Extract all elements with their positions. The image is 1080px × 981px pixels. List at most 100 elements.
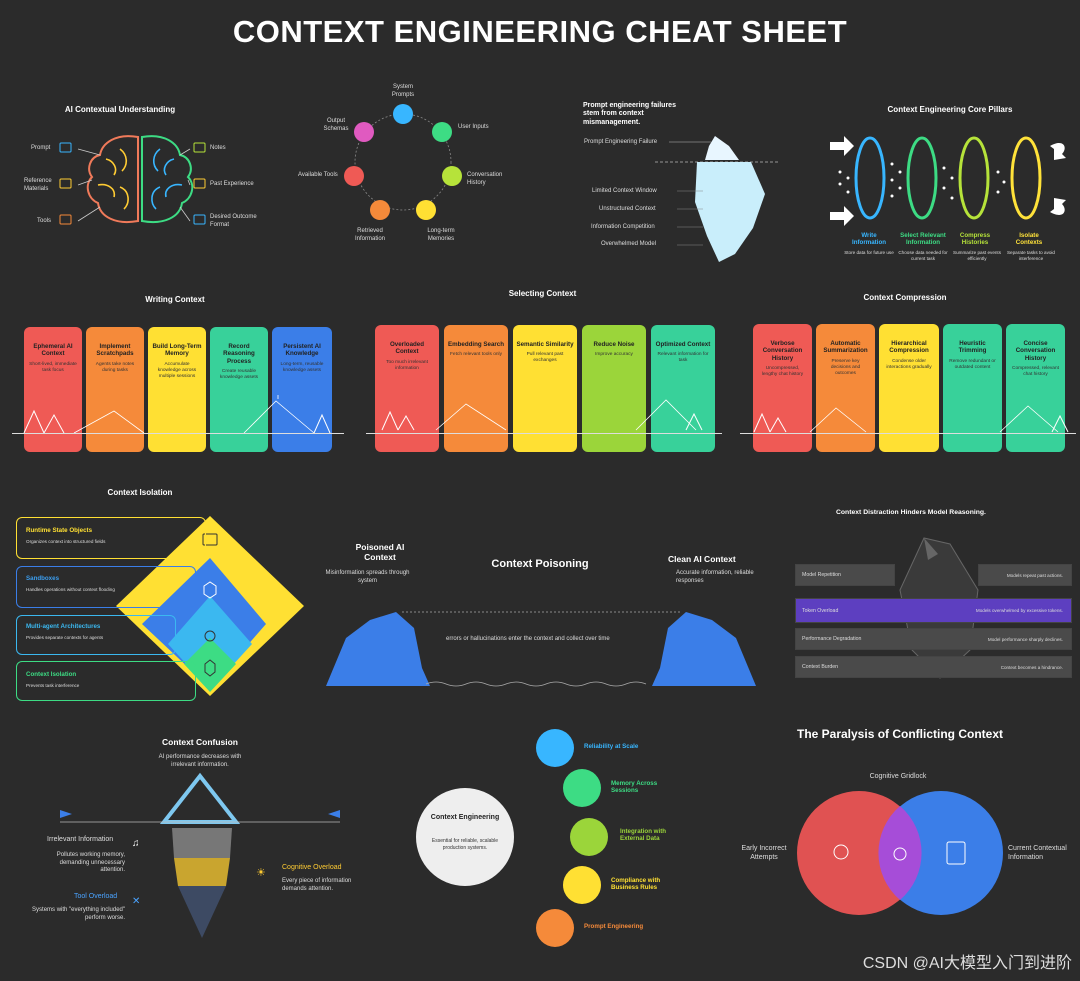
card-title: Embedding Search xyxy=(447,341,505,348)
isolation-item-3-desc: Provides separate contexts for agents xyxy=(26,635,104,640)
label-reference: Reference Materials xyxy=(24,178,52,192)
pillar-select-label: Select Relevant Information xyxy=(900,232,946,247)
label-user-inputs: User Inputs xyxy=(458,124,489,130)
compliance-icon xyxy=(563,866,601,904)
label-tools: Tools xyxy=(37,218,52,224)
selecting-landscape xyxy=(381,399,703,431)
watermark: CSDN @AI大模型入门到进阶 xyxy=(862,955,1072,972)
pillar-write-label: Write Information xyxy=(851,232,887,247)
card-desc: Uncompressed, lengthy chat history xyxy=(761,366,804,378)
cognitive-title: Cognitive Overload xyxy=(282,864,342,871)
isolation-item-2-desc: Handles operations without context flood… xyxy=(26,587,115,592)
production-item-2: Memory Across Sessions xyxy=(611,780,658,795)
notes-icon xyxy=(193,142,206,153)
card-title: Reduce Noise xyxy=(593,341,635,348)
card-desc: Fetch relevant tools only xyxy=(450,352,502,358)
card-desc: Accumulate knowledge across multiple ses… xyxy=(157,361,197,379)
user-inputs-icon xyxy=(432,122,452,142)
distraction-row-1-right: Models repeat past actions. xyxy=(978,564,1072,586)
isolation-item-4-name: Context Isolation xyxy=(26,671,77,678)
production-item-5: Prompt Engineering xyxy=(584,923,644,930)
production-item-4: Compliance with Business Rules xyxy=(611,877,661,892)
pillars-graphic xyxy=(830,136,1066,226)
paralysis-left: Early Incorrect Attempts xyxy=(741,845,787,861)
cognitive-desc: Every piece of information demands atten… xyxy=(282,878,352,892)
mountain-icon xyxy=(159,772,241,824)
label-conversation-history: Conversation History xyxy=(467,172,503,186)
cycle-diagram xyxy=(344,104,462,220)
isolation-box-3 xyxy=(16,615,176,655)
prompt-engineering-icon xyxy=(536,909,574,947)
card-desc: Create reusable knowledge assets xyxy=(219,369,259,381)
writing-title: Writing Context xyxy=(145,295,205,304)
brain-left-icon xyxy=(86,135,139,223)
card-title: Hierarchical Compression xyxy=(889,340,929,355)
distraction-row-3: Performance Degradation Model performanc… xyxy=(795,628,1072,650)
writing-ground-line xyxy=(12,433,344,434)
available-tools-icon xyxy=(344,166,364,186)
isolation-item-3-name: Multi-agent Architectures xyxy=(26,623,101,630)
isolation-item-1-name: Runtime State Objects xyxy=(26,527,93,534)
iceberg-item-4: Overwhelmed Model xyxy=(601,241,657,247)
distraction-row-2: Token Overload Models overwhelmed by exc… xyxy=(795,598,1072,623)
distraction-row-4: Context Burden Context becomes a hindran… xyxy=(795,656,1072,678)
production-center-circle xyxy=(416,788,514,886)
system-prompts-icon xyxy=(393,104,413,124)
poisoning-title: Context Poisoning xyxy=(491,558,589,570)
compression-ground-line xyxy=(740,433,1076,434)
memory-icon xyxy=(563,769,601,807)
past-experience-icon xyxy=(193,178,206,189)
isolation-box-4 xyxy=(16,661,196,701)
tool-icon: ✕ xyxy=(132,896,141,907)
prompt-icon xyxy=(59,142,72,153)
isolation-box-2 xyxy=(16,566,196,608)
card-title: Concise Conversation History xyxy=(1015,340,1056,362)
retrieved-information-icon xyxy=(370,200,390,220)
isolation-box-1 xyxy=(16,517,206,559)
iceberg-item-3: Information Competition xyxy=(591,224,655,230)
paralysis-right: Current Contextual Information xyxy=(1008,845,1067,861)
distraction-row-1-left: Model Repetition xyxy=(795,564,895,586)
shield-icon xyxy=(204,659,216,677)
card-desc: Compressed, relevant chat history xyxy=(1012,366,1059,378)
iceberg-title: Prompt engineering failures stem from co… xyxy=(583,102,676,126)
pillar-select-desc: Choose data needed for current task xyxy=(898,250,948,261)
left-cliff-icon xyxy=(326,612,430,686)
production-center-title: Context Engineering xyxy=(430,814,500,821)
card-desc: Pull relevant past exchanges xyxy=(526,352,564,364)
pillars-title: Context Engineering Core Pillars xyxy=(887,105,1013,114)
pillar-compress-label: Compress Histories xyxy=(959,232,991,247)
right-cliff-icon xyxy=(652,612,756,686)
lightbulb-icon: ☀ xyxy=(256,867,266,879)
selecting-card-4: Reduce Noise Improve accuracy xyxy=(582,325,646,452)
conversation-history-icon xyxy=(442,166,462,186)
production-center-desc: Essential for reliable, scalable product… xyxy=(431,838,499,851)
pillar-write-desc: Store data for future use xyxy=(844,250,894,255)
tool-desc: Systems with "everything included" perfo… xyxy=(32,907,125,921)
card-desc: Agents take notes during tasks xyxy=(95,361,135,373)
card-title: Semantic Similarity xyxy=(516,341,574,348)
label-prompt: Prompt xyxy=(31,145,51,151)
label-desired-outcome: Desired Outcome Format xyxy=(210,214,257,228)
poisoned-desc: Misinformation spreads through system xyxy=(325,570,410,584)
tools-icon xyxy=(59,214,72,225)
writing-card-1: Ephemeral AI Context Short-lived, immedi… xyxy=(24,327,82,452)
compression-card-2: Automatic Summarization Preserve key dec… xyxy=(816,324,875,452)
iceberg-tip-icon xyxy=(705,136,739,160)
label-retrieved-information: Retrieved Information xyxy=(354,228,385,242)
paralysis-top: Cognitive Gridlock xyxy=(869,773,927,780)
isolation-item-1-desc: Organizes context into structured fields xyxy=(26,539,106,544)
card-desc: Long-term, reusable knowledge assets xyxy=(280,361,324,373)
ai-understanding-title: AI Contextual Understanding xyxy=(64,105,176,114)
poisoning-middle-text: errors or hallucinations enter the conte… xyxy=(446,636,610,642)
compression-title: Context Compression xyxy=(863,293,947,302)
card-desc: Remove redundant or outdated content xyxy=(949,358,996,370)
reference-icon xyxy=(59,178,72,189)
iceberg-tip-label: Prompt Engineering Failure xyxy=(584,139,658,145)
card-title: Ephemeral AI Context xyxy=(33,343,73,358)
card-desc: Too much irrelevant information xyxy=(386,359,428,371)
writing-card-4: Record Reasoning Process Create reusable… xyxy=(210,327,268,452)
card-title: Overloaded Context xyxy=(389,341,425,356)
reliability-icon xyxy=(536,729,574,767)
production-item-1: Reliability at Scale xyxy=(584,743,639,750)
